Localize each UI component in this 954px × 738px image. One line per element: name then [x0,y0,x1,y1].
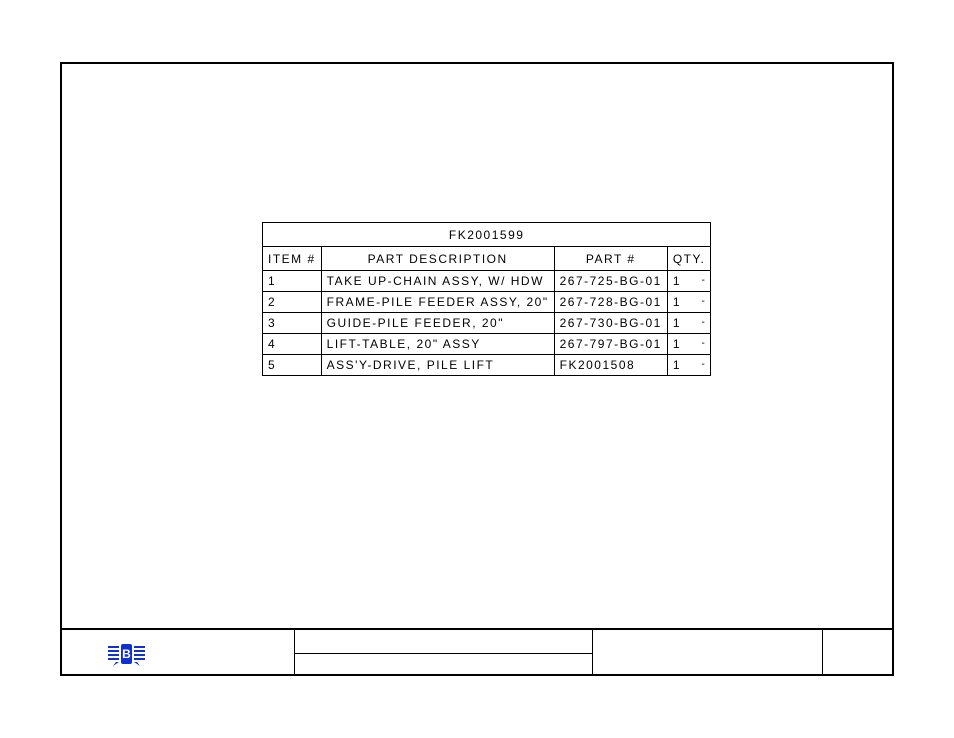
table-title: FK2001599 [263,223,711,247]
cell-item: 1 [263,271,322,292]
table-header-row: ITEM # PART DESCRIPTION PART # QTY. [263,247,711,271]
qty-value: 1 [673,316,681,330]
cell-qty: 1- [667,271,710,292]
parts-table: FK2001599 ITEM # PART DESCRIPTION PART #… [262,222,711,376]
cell-item: 3 [263,313,322,334]
qty-dash: - [701,317,706,328]
col-header-desc: PART DESCRIPTION [321,247,554,271]
cell-item: 2 [263,292,322,313]
title-block-divider [592,630,593,674]
cell-part: 267-725-BG-01 [554,271,667,292]
table-row: 5ASS'Y-DRIVE, PILE LIFTFK20015081- [263,355,711,376]
title-block-divider [822,630,823,674]
qty-value: 1 [673,337,681,351]
title-block-divider [294,653,592,654]
qty-dash: - [701,296,706,307]
cell-qty: 1- [667,355,710,376]
table-row: 4LIFT-TABLE, 20" ASSY267-797-BG-011- [263,334,711,355]
qty-dash: - [701,338,706,349]
table-row: 2FRAME-PILE FEEDER ASSY, 20"267-728-BG-0… [263,292,711,313]
col-header-part: PART # [554,247,667,271]
cell-part: 267-797-BG-01 [554,334,667,355]
qty-value: 1 [673,274,681,288]
company-logo-icon: B [108,640,148,668]
cell-item: 4 [263,334,322,355]
cell-item: 5 [263,355,322,376]
cell-desc: TAKE UP-CHAIN ASSY, W/ HDW [321,271,554,292]
table-row: 3GUIDE-PILE FEEDER, 20"267-730-BG-011- [263,313,711,334]
qty-value: 1 [673,358,681,372]
col-header-qty: QTY. [667,247,710,271]
cell-part: 267-730-BG-01 [554,313,667,334]
qty-dash: - [701,359,706,370]
cell-desc: GUIDE-PILE FEEDER, 20" [321,313,554,334]
cell-qty: 1- [667,313,710,334]
table-row: 1TAKE UP-CHAIN ASSY, W/ HDW267-725-BG-01… [263,271,711,292]
cell-qty: 1- [667,292,710,313]
title-block: B [62,628,892,674]
col-header-item: ITEM # [263,247,322,271]
table-title-row: FK2001599 [263,223,711,247]
drawing-sheet: FK2001599 ITEM # PART DESCRIPTION PART #… [60,62,894,676]
cell-part: 267-728-BG-01 [554,292,667,313]
cell-desc: FRAME-PILE FEEDER ASSY, 20" [321,292,554,313]
title-block-divider [294,630,295,674]
cell-qty: 1- [667,334,710,355]
cell-desc: ASS'Y-DRIVE, PILE LIFT [321,355,554,376]
svg-text:B: B [122,647,131,661]
cell-part: FK2001508 [554,355,667,376]
cell-desc: LIFT-TABLE, 20" ASSY [321,334,554,355]
qty-value: 1 [673,295,681,309]
qty-dash: - [701,275,706,286]
